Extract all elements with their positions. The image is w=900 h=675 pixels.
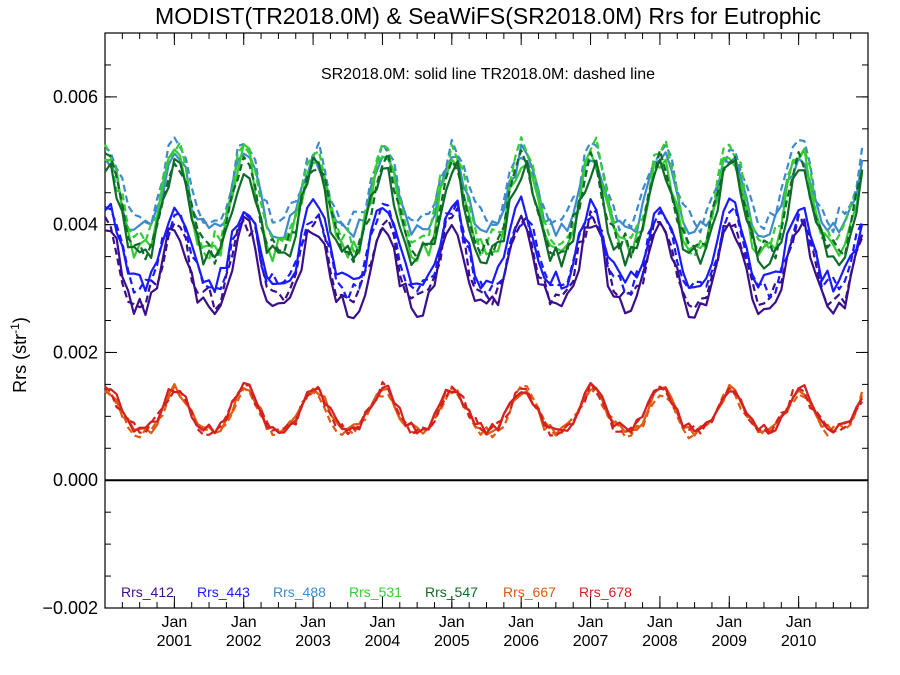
- x-tick-month: Jan: [786, 614, 812, 631]
- series-Rrs_678-solid: [104, 381, 864, 436]
- y-tick-label: 0.006: [53, 87, 98, 107]
- legend-item-Rrs_488: Rrs_488: [273, 584, 326, 600]
- y-tick-label: 0.004: [53, 215, 98, 235]
- x-tick-year: 2003: [295, 633, 331, 650]
- x-tick-year: 2004: [365, 633, 401, 650]
- y-tick-label: −0.002: [42, 598, 98, 618]
- x-tick-month: Jan: [647, 614, 673, 631]
- x-tick-month: Jan: [439, 614, 465, 631]
- x-tick-month: Jan: [300, 614, 326, 631]
- legend-item-Rrs_547: Rrs_547: [425, 584, 478, 600]
- x-axis-labels: Jan 2001 Jan 2002 Jan 2003 Jan 2004 Jan 2005 Jan 20…: [157, 614, 817, 650]
- x-tick-year: 2001: [157, 633, 193, 650]
- series-Rrs_412-solid: [104, 214, 864, 320]
- x-tick-year: 2006: [503, 633, 539, 650]
- y-axis-title: Rrs (str-1): [8, 317, 30, 393]
- x-tick-year: 2010: [781, 633, 817, 650]
- series-Rrs_678-dashed: [104, 381, 864, 437]
- x-tick-year: 2005: [434, 633, 470, 650]
- x-tick-month: Jan: [578, 614, 604, 631]
- series-Rrs_547-solid: [104, 156, 864, 270]
- legend-item-Rrs_667: Rrs_667: [503, 584, 556, 600]
- y-tick-label: 0.000: [53, 470, 98, 490]
- y-axis-title-close: ): [10, 317, 30, 323]
- y-tick-label: 0.002: [53, 342, 98, 362]
- chart-subtitle: SR2018.0M: solid line TR2018.0M: dashed …: [321, 66, 655, 83]
- x-tick-year: 2008: [642, 633, 678, 650]
- series-Rrs_547-dashed: [104, 149, 864, 265]
- series-Rrs_488-dashed: [104, 136, 864, 234]
- series-Rrs_667-dashed: [104, 384, 864, 440]
- axis-ticks: [104, 32, 869, 609]
- chart-title: MODIST(TR2018.0M) & SeaWiFS(SR2018.0M) R…: [155, 3, 821, 29]
- legend-item-Rrs_531: Rrs_531: [349, 584, 402, 600]
- plot-border: [104, 32, 869, 609]
- x-tick-month: Jan: [716, 614, 742, 631]
- x-tick-month: Jan: [231, 614, 257, 631]
- legend-item-Rrs_412: Rrs_412: [121, 584, 174, 600]
- legend-item-Rrs_443: Rrs_443: [197, 584, 250, 600]
- y-axis-title-main: Rrs (str: [10, 334, 30, 393]
- x-tick-month: Jan: [508, 614, 534, 631]
- x-tick-year: 2007: [573, 633, 609, 650]
- plot-frame: [104, 32, 869, 609]
- x-tick-month: Jan: [161, 614, 187, 631]
- series-Rrs_443-solid: [104, 195, 864, 294]
- x-tick-month: Jan: [370, 614, 396, 631]
- y-axis-labels: −0.002 0.000 0.002 0.004 0.006: [42, 87, 98, 618]
- x-tick-year: 2009: [711, 633, 747, 650]
- legend-item-Rrs_678: Rrs_678: [579, 584, 632, 600]
- y-axis-title-sup: -1: [8, 323, 22, 334]
- series-Rrs_531-dashed: [104, 136, 864, 262]
- x-tick-year: 2002: [226, 633, 262, 650]
- series-Rrs_443-dashed: [104, 200, 864, 302]
- legend: Rrs_412 Rrs_443 Rrs_488 Rrs_531 Rrs_547 Rrs_6…: [121, 584, 632, 600]
- series-layer: [104, 136, 864, 440]
